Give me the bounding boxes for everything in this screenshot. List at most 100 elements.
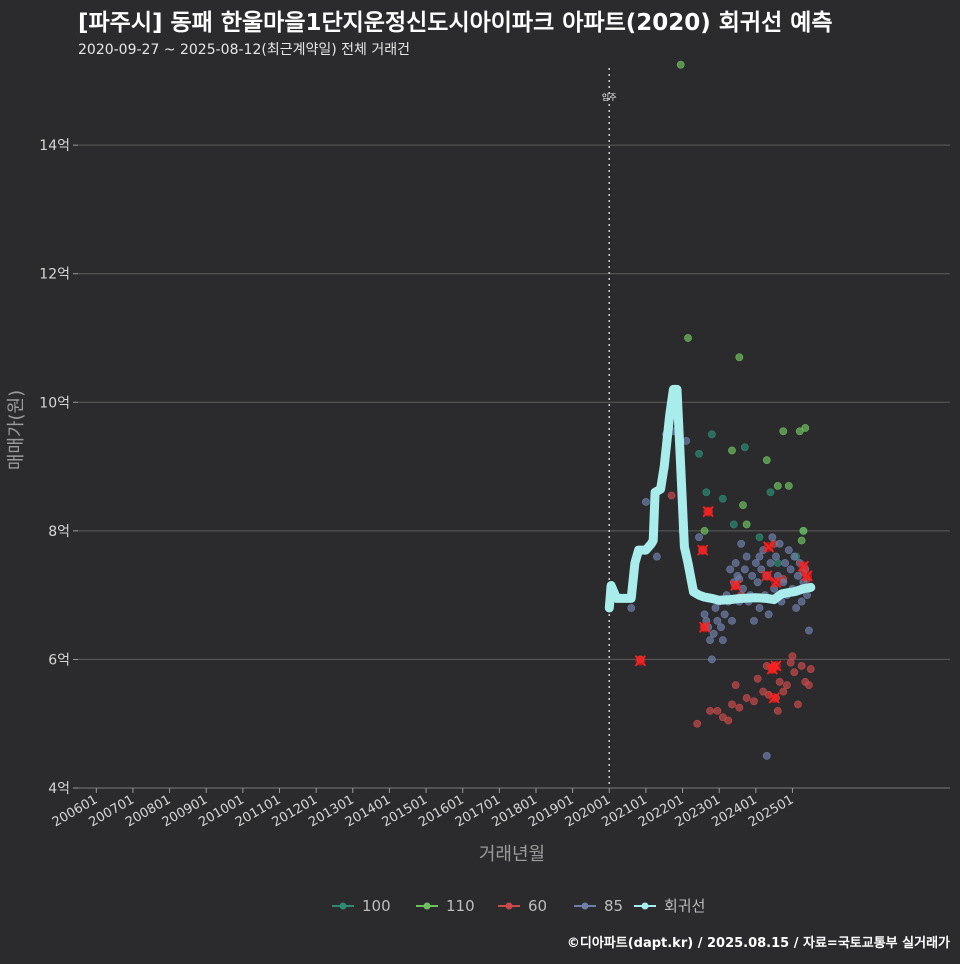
point-100: [740, 443, 749, 452]
y-tick-label: 10억: [39, 395, 70, 411]
highlight-marker: [770, 660, 782, 672]
point-100: [702, 488, 711, 497]
x-axis-label: 거래년월: [479, 844, 545, 865]
point-100: [729, 520, 738, 529]
point-85: [717, 623, 725, 632]
point-100: [718, 494, 727, 503]
point-100: [707, 430, 716, 439]
point-85: [695, 533, 703, 542]
highlight-marker: [697, 544, 709, 556]
highlight-marker: [768, 692, 780, 704]
point-110: [739, 501, 747, 510]
point-85: [762, 751, 771, 760]
point-110: [728, 446, 736, 455]
highlight-marker: [730, 579, 742, 592]
y-tick-label: 12억: [39, 267, 70, 283]
point-60: [724, 716, 733, 725]
point-110: [684, 334, 692, 342]
point-85: [627, 604, 636, 612]
credit-text: ©디아파트(dapt.kr) / 2025.08.15 / 자료=국토교통부 실…: [567, 935, 950, 951]
y-axis-label: 매매가(원): [6, 390, 27, 470]
point-85: [753, 578, 762, 587]
point-85: [720, 610, 729, 619]
point-85: [751, 559, 760, 567]
point-60: [790, 668, 799, 677]
point-60: [742, 694, 751, 702]
point-60: [783, 681, 791, 690]
y-tick-label: 4억: [48, 781, 70, 797]
highlight-marker: [801, 570, 813, 582]
point-85: [742, 552, 751, 561]
point-60: [788, 652, 797, 661]
point-85: [772, 552, 780, 561]
point-85: [740, 565, 749, 574]
point-85: [737, 539, 746, 548]
legend-swatch-dot: [423, 902, 431, 910]
point-110: [742, 520, 751, 529]
point-85: [766, 559, 775, 567]
point-60: [806, 665, 815, 673]
highlight-marker: [797, 560, 810, 572]
point-100: [695, 449, 703, 458]
point-60: [753, 674, 762, 683]
point-85: [755, 552, 764, 561]
legend-swatch-dot: [339, 902, 347, 910]
point-85: [764, 610, 773, 619]
highlight-markers: [634, 505, 813, 704]
point-60: [713, 706, 722, 715]
legend-label: 60: [528, 897, 547, 915]
point-85: [784, 546, 793, 555]
point-60: [773, 706, 782, 715]
point-110: [676, 60, 685, 69]
point-110: [735, 353, 744, 362]
legend-item: 85: [574, 897, 623, 915]
legend-swatch-dot: [505, 902, 513, 910]
legend-label: 85: [604, 897, 623, 915]
point-85: [794, 571, 802, 580]
point-85: [728, 616, 736, 625]
point-60: [805, 681, 813, 690]
regression-line-group: [604, 384, 816, 613]
point-60: [693, 719, 702, 728]
point-85: [805, 626, 813, 635]
point-110: [784, 481, 793, 490]
legend: 100 110 60 85 회귀선: [332, 897, 705, 915]
point-85: [707, 655, 716, 664]
point-85: [706, 636, 714, 645]
point-85: [713, 616, 722, 625]
highlight-marker: [763, 541, 775, 553]
point-60: [731, 681, 740, 690]
legend-item: 100: [332, 897, 391, 915]
point-85: [718, 636, 727, 645]
point-100: [773, 559, 782, 567]
point-85: [700, 610, 709, 619]
legend-label: 회귀선: [664, 897, 705, 915]
point-85: [711, 604, 720, 612]
highlight-marker: [698, 621, 711, 633]
y-tick-label: 6억: [48, 652, 70, 668]
highlight-marker: [770, 576, 782, 588]
point-110: [797, 536, 806, 545]
regression-line: [604, 384, 816, 613]
reference-line-label: 입주: [602, 93, 617, 102]
legend-label: 100: [362, 897, 391, 915]
point-85: [775, 539, 784, 548]
point-110: [801, 424, 810, 432]
reference-line-group: 입주: [602, 68, 617, 788]
point-85: [726, 565, 735, 574]
legend-item: 회귀선: [634, 897, 705, 915]
point-85: [748, 571, 757, 580]
point-60: [667, 491, 676, 500]
point-60: [750, 697, 758, 706]
chart-subtitle: 2020-09-27 ~ 2025-08-12(최근계약일) 전체 거래건: [78, 42, 410, 58]
point-60: [797, 661, 806, 670]
y-tick-label: 8억: [48, 524, 70, 540]
point-85: [652, 552, 661, 561]
point-85: [797, 597, 806, 606]
y-axis: 4억 6억 8억 10억 12억 14억: [39, 138, 78, 797]
highlight-marker: [761, 570, 773, 582]
point-110: [799, 526, 808, 535]
point-110: [700, 526, 709, 535]
